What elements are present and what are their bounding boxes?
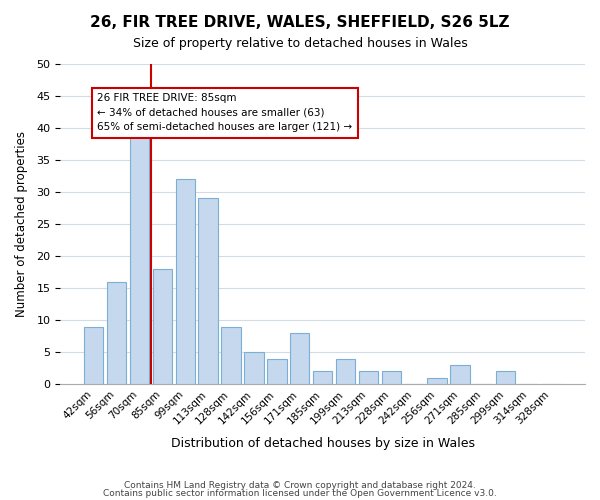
- Bar: [427, 378, 447, 384]
- X-axis label: Distribution of detached houses by size in Wales: Distribution of detached houses by size …: [170, 437, 475, 450]
- Bar: [267, 358, 287, 384]
- Bar: [359, 372, 378, 384]
- Bar: [130, 128, 149, 384]
- Bar: [290, 333, 310, 384]
- Bar: [244, 352, 263, 384]
- Text: 26, FIR TREE DRIVE, WALES, SHEFFIELD, S26 5LZ: 26, FIR TREE DRIVE, WALES, SHEFFIELD, S2…: [90, 15, 510, 30]
- Text: Contains public sector information licensed under the Open Government Licence v3: Contains public sector information licen…: [103, 488, 497, 498]
- Bar: [84, 326, 103, 384]
- Bar: [382, 372, 401, 384]
- Bar: [313, 372, 332, 384]
- Bar: [221, 326, 241, 384]
- Text: Contains HM Land Registry data © Crown copyright and database right 2024.: Contains HM Land Registry data © Crown c…: [124, 481, 476, 490]
- Text: 26 FIR TREE DRIVE: 85sqm
← 34% of detached houses are smaller (63)
65% of semi-d: 26 FIR TREE DRIVE: 85sqm ← 34% of detach…: [97, 93, 352, 132]
- Bar: [199, 198, 218, 384]
- Bar: [176, 180, 195, 384]
- Bar: [496, 372, 515, 384]
- Bar: [336, 358, 355, 384]
- Bar: [450, 365, 470, 384]
- Bar: [152, 269, 172, 384]
- Bar: [107, 282, 127, 384]
- Text: Size of property relative to detached houses in Wales: Size of property relative to detached ho…: [133, 38, 467, 51]
- Y-axis label: Number of detached properties: Number of detached properties: [15, 131, 28, 317]
